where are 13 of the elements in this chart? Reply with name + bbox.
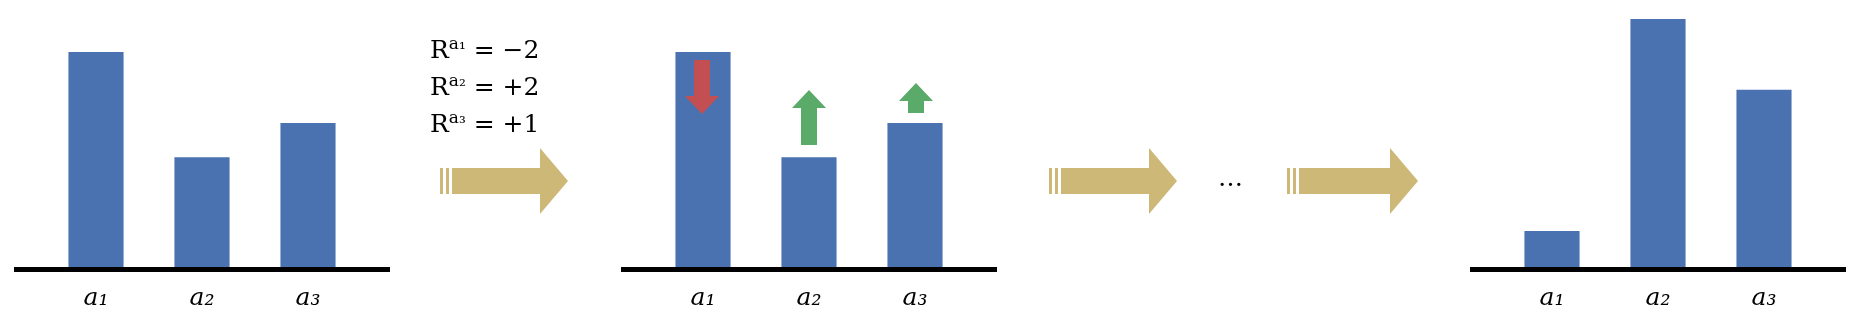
text: …	[1218, 163, 1243, 193]
x-tick-label: a₁	[83, 281, 109, 311]
text: R$^{a₂}$ = +2	[430, 69, 540, 103]
text: R$^{a₁}$ = −2	[430, 32, 540, 66]
x-tick-label: a₁	[690, 281, 716, 311]
x-tick-label: a₂	[189, 281, 215, 311]
x-tick-label: a₃	[1751, 281, 1777, 311]
x-tick-label: a₂	[796, 281, 822, 311]
x-tick-label: a₃	[295, 281, 321, 311]
text: R$^{a₃}$ = +1	[430, 106, 540, 140]
x-tick-label: a₃	[902, 281, 928, 311]
x-tick-label: a₂	[1645, 281, 1671, 311]
x-tick-label: a₁	[1539, 281, 1565, 311]
